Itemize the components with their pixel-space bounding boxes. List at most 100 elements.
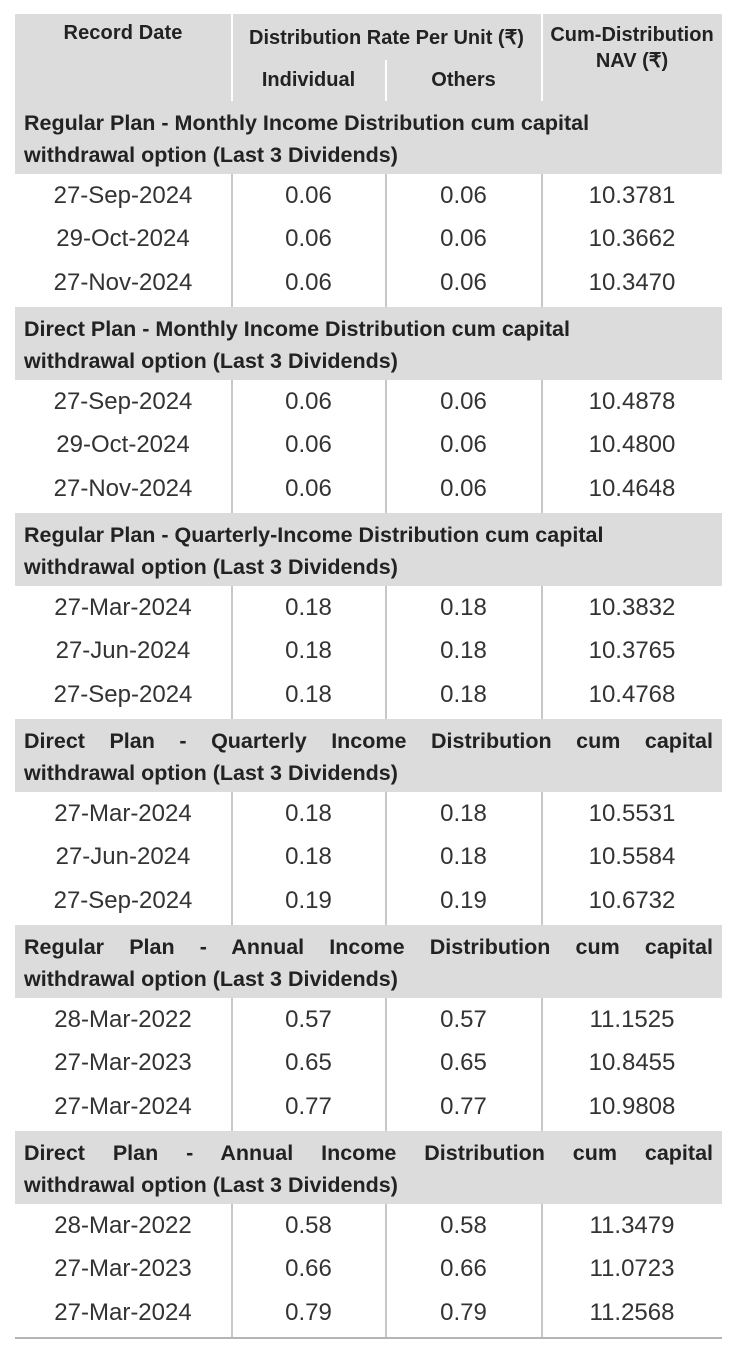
nav-cell: 10.8455: [588, 1049, 676, 1077]
section-title-line2: withdrawal option (Last 3 Dividends): [24, 1173, 398, 1197]
column-divider: [231, 1204, 233, 1337]
column-divider: [231, 174, 233, 307]
table-row: 27-Sep-2024 0.18 0.18 10.4768: [15, 673, 722, 717]
record-date-cell: 27-Mar-2023: [54, 1049, 192, 1077]
table-row: 29-Oct-2024 0.06 0.06 10.4800: [15, 424, 722, 468]
column-divider: [231, 380, 233, 513]
section-rows: 27-Mar-2024 0.18 0.18 10.5531 27-Jun-2024 0.1…: [15, 792, 722, 925]
nav-cell: 10.3470: [588, 268, 676, 296]
section-title-line2: withdrawal option (Last 3 Dividends): [24, 761, 398, 785]
individual-rate-cell: 0.06: [285, 225, 332, 253]
others-rate-cell: 0.18: [440, 593, 487, 621]
nav-cell: 10.3781: [588, 181, 676, 209]
others-rate-cell: 0.18: [440, 799, 487, 827]
column-divider: [385, 1204, 387, 1337]
header-distribution-rate: Distribution Rate Per Unit (₹): [249, 26, 524, 49]
table-row: 27-Jun-2024 0.18 0.18 10.3765: [15, 630, 722, 674]
header-nav-line2: NAV (₹): [595, 50, 669, 72]
individual-rate-cell: 0.19: [285, 886, 332, 914]
column-divider: [385, 380, 387, 513]
record-date-cell: 27-Jun-2024: [55, 843, 191, 871]
record-date-cell: 27-Sep-2024: [53, 886, 193, 914]
section-title-line1: Regular Plan - Monthly Income Distributi…: [24, 111, 590, 135]
column-divider: [385, 174, 387, 307]
header-others: Others: [431, 69, 496, 91]
record-date-cell: 27-Jun-2024: [55, 637, 191, 665]
record-date-cell: 28-Mar-2022: [54, 1005, 192, 1033]
record-date-cell: 27-Sep-2024: [53, 181, 193, 209]
others-rate-cell: 0.18: [440, 843, 487, 871]
sections-container: Regular Plan - Monthly Income Distributi…: [15, 101, 722, 1337]
section-rows: 27-Mar-2024 0.18 0.18 10.3832 27-Jun-2024 0.1…: [15, 586, 722, 719]
individual-rate-cell: 0.79: [285, 1298, 332, 1326]
individual-rate-cell: 0.06: [285, 387, 332, 415]
individual-rate-cell: 0.06: [285, 268, 332, 296]
column-divider: [231, 792, 233, 925]
individual-rate-cell: 0.66: [285, 1255, 332, 1283]
others-rate-cell: 0.66: [440, 1255, 487, 1283]
nav-cell: 11.1525: [589, 1005, 675, 1033]
record-date-cell: 27-Nov-2024: [53, 474, 193, 502]
individual-rate-cell: 0.77: [285, 1092, 332, 1120]
individual-rate-cell: 0.18: [285, 843, 332, 871]
others-rate-cell: 0.19: [440, 886, 487, 914]
column-divider: [231, 586, 233, 719]
section-title-line2: withdrawal option (Last 3 Dividends): [24, 143, 398, 167]
table-row: 27-Mar-2023 0.66 0.66 11.0723: [15, 1248, 722, 1292]
column-divider: [541, 792, 543, 925]
table-row: 27-Nov-2024 0.06 0.06 10.3470: [15, 261, 722, 305]
section-title: Direct Plan - Monthly Income Distributio…: [15, 307, 722, 380]
section-title-line2: withdrawal option (Last 3 Dividends): [24, 555, 398, 579]
record-date-cell: 27-Nov-2024: [53, 268, 193, 296]
record-date-cell: 27-Mar-2024: [54, 799, 192, 827]
individual-rate-cell: 0.06: [285, 181, 332, 209]
section-title-line1: Direct Plan - Monthly Income Distributio…: [24, 317, 570, 341]
record-date-cell: 27-Mar-2024: [54, 593, 192, 621]
record-date-cell: 27-Sep-2024: [53, 680, 193, 708]
table-row: 27-Sep-2024 0.06 0.06 10.3781: [15, 174, 722, 218]
column-divider: [541, 998, 543, 1131]
table-row: 27-Nov-2024 0.06 0.06 10.4648: [15, 467, 722, 511]
section-rows: 27-Sep-2024 0.06 0.06 10.3781 29-Oct-2024 0.0…: [15, 174, 722, 307]
others-rate-cell: 0.65: [440, 1049, 487, 1077]
column-divider: [541, 1204, 543, 1337]
nav-cell: 10.4648: [588, 474, 676, 502]
section-title: Direct Plan - Quarterly Income Distribut…: [15, 719, 722, 792]
nav-cell: 10.3662: [588, 225, 676, 253]
record-date-cell: 28-Mar-2022: [54, 1211, 192, 1239]
nav-cell: 10.9808: [588, 1092, 676, 1120]
record-date-cell: 27-Sep-2024: [53, 387, 193, 415]
section-rows: 28-Mar-2022 0.57 0.57 11.1525 27-Mar-2023 0.6…: [15, 998, 722, 1131]
others-rate-cell: 0.06: [440, 431, 487, 459]
others-rate-cell: 0.06: [440, 268, 487, 296]
individual-rate-cell: 0.18: [285, 637, 332, 665]
others-rate-cell: 0.79: [440, 1298, 487, 1326]
column-divider: [541, 586, 543, 719]
header-nav: Cum-Distribution NAV (₹): [542, 14, 722, 101]
record-date-cell: 27-Mar-2024: [54, 1298, 192, 1326]
section-rows: 27-Sep-2024 0.06 0.06 10.4878 29-Oct-2024 0.0…: [15, 380, 722, 513]
others-rate-cell: 0.06: [440, 474, 487, 502]
section-title-line1: Direct Plan - Annual Income Distribution…: [24, 1141, 713, 1165]
column-divider: [541, 174, 543, 307]
table-row: 28-Mar-2022 0.58 0.58 11.3479: [15, 1204, 722, 1248]
individual-rate-cell: 0.65: [285, 1049, 332, 1077]
record-date-cell: 27-Mar-2023: [54, 1255, 192, 1283]
section-title-line1: Regular Plan - Annual Income Distributio…: [24, 935, 713, 959]
section-title-line2: withdrawal option (Last 3 Dividends): [24, 967, 398, 991]
nav-cell: 10.6732: [588, 886, 676, 914]
section-title: Regular Plan - Monthly Income Distributi…: [15, 101, 722, 174]
others-rate-cell: 0.77: [440, 1092, 487, 1120]
section-title-line1: Regular Plan - Quarterly-Income Distribu…: [24, 523, 604, 547]
others-rate-cell: 0.18: [440, 680, 487, 708]
others-rate-cell: 0.18: [440, 637, 487, 665]
nav-cell: 10.5584: [588, 843, 676, 871]
header-nav-line1: Cum-Distribution: [550, 24, 714, 46]
others-rate-cell: 0.06: [440, 181, 487, 209]
nav-cell: 10.4800: [588, 431, 676, 459]
section-title-line2: withdrawal option (Last 3 Dividends): [24, 349, 398, 373]
table-row: 27-Jun-2024 0.18 0.18 10.5584: [15, 836, 722, 880]
individual-rate-cell: 0.06: [285, 431, 332, 459]
table-row: 28-Mar-2022 0.57 0.57 11.1525: [15, 998, 722, 1042]
table-row: 29-Oct-2024 0.06 0.06 10.3662: [15, 218, 722, 262]
